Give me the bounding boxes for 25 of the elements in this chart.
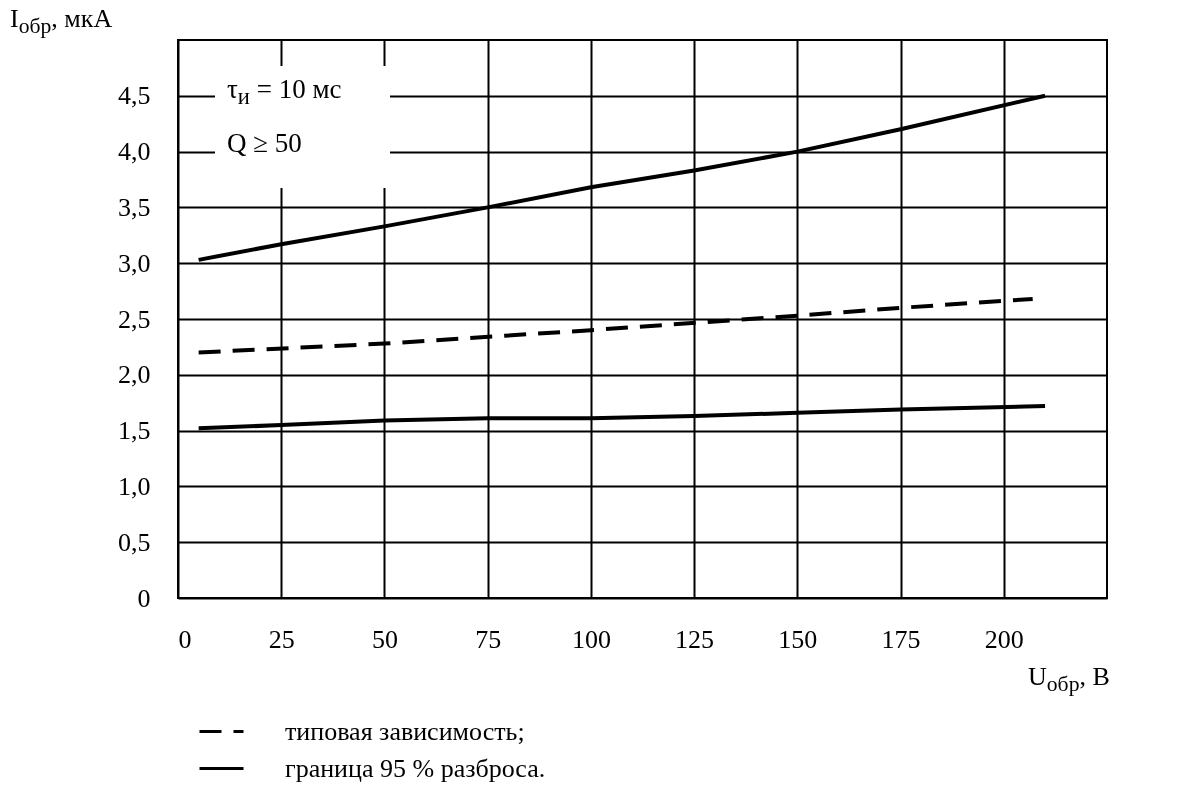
x-tick-label: 125 <box>675 624 715 654</box>
y-tick-label: 1,0 <box>118 471 151 501</box>
y-axis-title: I$_{обр}$, мкА <box>10 4 113 40</box>
y-tick-label: 3,5 <box>118 192 151 222</box>
x-tick-label: 200 <box>984 624 1024 654</box>
y-tick-label: 3,0 <box>118 248 151 278</box>
y-tick-label: 4,5 <box>118 81 151 111</box>
x-tick-label: 75 <box>475 624 502 654</box>
annotation: Q ≥ 50 <box>226 127 303 161</box>
x-tick-label: 100 <box>571 624 611 654</box>
x-tick-label: 25 <box>268 624 295 654</box>
x-tick-label: 175 <box>881 624 921 654</box>
legend-label: граница 95 % разброса. <box>285 753 546 783</box>
y-tick-label: 1,5 <box>118 416 151 446</box>
y-tick-label: 2,0 <box>118 360 151 390</box>
legend-label: типовая зависимость; <box>285 716 525 746</box>
x-tick-label: 0 <box>178 624 192 654</box>
x-tick-label: 150 <box>778 624 818 654</box>
y-tick-label: 2,5 <box>118 304 151 334</box>
y-tick-label: 0 <box>137 583 151 613</box>
x-axis-title: U$_{обр}$, В <box>1028 662 1110 698</box>
x-tick-label: 50 <box>371 624 398 654</box>
y-tick-label: 0,5 <box>118 527 151 557</box>
annotation: τ$_{и}$ = 10 мс <box>226 73 343 112</box>
y-tick-label: 4,0 <box>118 137 151 167</box>
